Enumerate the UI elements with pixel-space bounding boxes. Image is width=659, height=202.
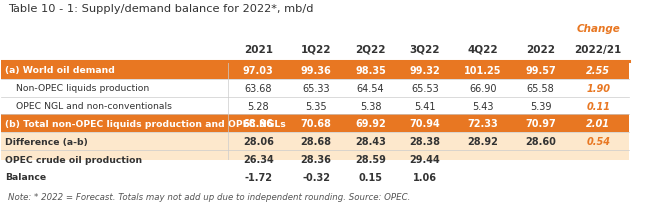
Text: 28.06: 28.06 [243, 137, 273, 146]
Text: 70.97: 70.97 [525, 119, 556, 129]
Text: 72.33: 72.33 [467, 119, 498, 129]
Text: 65.58: 65.58 [527, 83, 554, 93]
Text: 63.68: 63.68 [244, 83, 272, 93]
Text: 69.92: 69.92 [355, 119, 386, 129]
Bar [1, 97, 629, 115]
Text: 5.35: 5.35 [305, 101, 327, 111]
Text: Balance: Balance [5, 173, 46, 182]
Text: 28.60: 28.60 [525, 137, 556, 146]
Text: 2.01: 2.01 [587, 119, 610, 129]
Text: 0.11: 0.11 [587, 101, 610, 111]
Text: 29.44: 29.44 [410, 154, 440, 164]
Text: 28.92: 28.92 [467, 137, 498, 146]
Text: 1Q22: 1Q22 [301, 44, 331, 54]
Bar [1, 168, 629, 186]
Text: Change: Change [577, 24, 620, 34]
Text: 0.15: 0.15 [358, 172, 382, 182]
Text: 70.68: 70.68 [301, 119, 331, 129]
Text: 99.32: 99.32 [410, 65, 440, 76]
Text: 5.43: 5.43 [472, 101, 494, 111]
Text: 97.03: 97.03 [243, 65, 273, 76]
Text: 5.41: 5.41 [415, 101, 436, 111]
Text: 66.90: 66.90 [469, 83, 496, 93]
Text: 5.38: 5.38 [360, 101, 382, 111]
Text: 0.54: 0.54 [587, 137, 610, 146]
Text: 99.36: 99.36 [301, 65, 331, 76]
Bar [1, 79, 629, 97]
Text: 28.68: 28.68 [301, 137, 331, 146]
Text: 28.59: 28.59 [355, 154, 386, 164]
Text: 68.96: 68.96 [243, 119, 273, 129]
Text: 5.28: 5.28 [248, 101, 269, 111]
Text: 1.90: 1.90 [587, 83, 610, 93]
Text: 2022: 2022 [526, 44, 555, 54]
Text: -1.72: -1.72 [244, 172, 272, 182]
Text: 98.35: 98.35 [355, 65, 386, 76]
Text: 5.39: 5.39 [530, 101, 551, 111]
Text: -0.32: -0.32 [302, 172, 330, 182]
Text: 26.34: 26.34 [243, 154, 273, 164]
Text: 2021: 2021 [244, 44, 273, 54]
Text: OPEC crude oil production: OPEC crude oil production [5, 155, 142, 164]
Text: 70.94: 70.94 [410, 119, 440, 129]
Text: 4Q22: 4Q22 [467, 44, 498, 54]
Text: 2022/21: 2022/21 [575, 44, 622, 54]
Text: 28.36: 28.36 [301, 154, 331, 164]
Bar [1, 62, 629, 79]
Text: Difference (a-b): Difference (a-b) [5, 137, 88, 146]
Text: 2Q22: 2Q22 [355, 44, 386, 54]
Text: 28.38: 28.38 [409, 137, 440, 146]
Text: 1.06: 1.06 [413, 172, 437, 182]
Bar [1, 115, 629, 133]
Text: 3Q22: 3Q22 [410, 44, 440, 54]
Text: Note: * 2022 = Forecast. Totals may not add up due to independent rounding. Sour: Note: * 2022 = Forecast. Totals may not … [8, 192, 411, 201]
Text: 101.25: 101.25 [464, 65, 501, 76]
Text: 99.57: 99.57 [525, 65, 556, 76]
Text: 28.43: 28.43 [355, 137, 386, 146]
Text: OPEC NGL and non-conventionals: OPEC NGL and non-conventionals [16, 102, 172, 110]
Text: Table 10 - 1: Supply/demand balance for 2022*, mb/d: Table 10 - 1: Supply/demand balance for … [8, 4, 314, 14]
Text: (a) World oil demand: (a) World oil demand [5, 66, 115, 75]
Bar [1, 37, 629, 62]
Bar [1, 133, 629, 150]
Text: 65.53: 65.53 [411, 83, 439, 93]
Bar [1, 150, 629, 168]
Text: 2.55: 2.55 [587, 65, 610, 76]
Text: (b) Total non-OPEC liquids production and OPEC NGLs: (b) Total non-OPEC liquids production an… [5, 119, 286, 128]
Text: Non-OPEC liquids production: Non-OPEC liquids production [16, 84, 149, 93]
Text: 64.54: 64.54 [357, 83, 384, 93]
Text: 65.33: 65.33 [302, 83, 330, 93]
